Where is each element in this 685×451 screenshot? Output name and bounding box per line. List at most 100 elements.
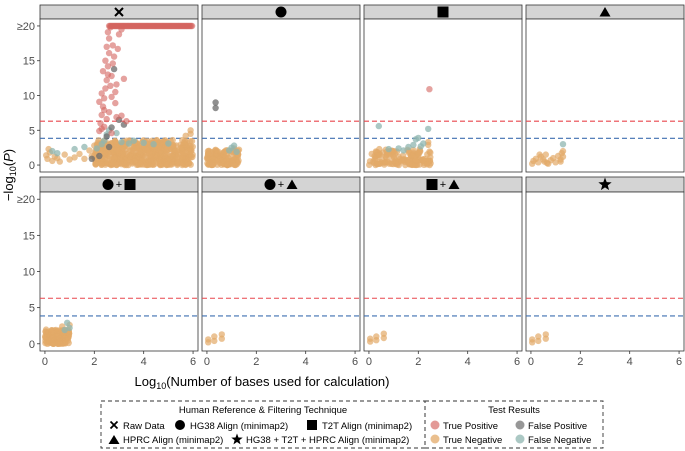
true-negative-point: [116, 156, 124, 163]
false-positive-point: [96, 152, 103, 160]
true-negative-point: [410, 146, 417, 154]
true-positive-point: [104, 71, 112, 78]
true-negative-point: [226, 158, 233, 165]
x-tick-label: 2: [577, 356, 583, 368]
true-positive-point: [114, 45, 122, 53]
true-positive-point: [102, 57, 109, 64]
true-negative-point: [383, 158, 391, 165]
true-positive-point: [118, 26, 125, 33]
legend-item-false-positive: False Positive: [515, 420, 587, 432]
false-negative-point: [233, 148, 240, 155]
true-negative-point: [419, 156, 427, 163]
true-negative-point: [182, 132, 189, 139]
legend-techniques-box: [100, 400, 426, 449]
x-tick-label: 4: [465, 356, 471, 368]
legend-techniques-title: Human Reference & Filtering Technique: [179, 405, 347, 416]
panel-plot-area: [201, 191, 361, 352]
true-positive-point: [426, 86, 433, 93]
true-negative-point: [49, 334, 56, 342]
false-negative-point: [150, 141, 157, 148]
y-tick-label: 5: [29, 303, 35, 315]
true-negative-point: [424, 161, 431, 168]
true-negative-point: [172, 148, 179, 155]
legend-item-t2t: T2T Align (minimap2): [307, 420, 412, 432]
panel-t2t_hprc: +0 2 4 6: [363, 176, 523, 368]
points-layer: [529, 331, 549, 346]
x-tick-label: 0: [42, 356, 48, 368]
false-positive-point: [212, 99, 219, 106]
true-negative-point: [111, 154, 118, 161]
false-negative-point: [63, 319, 71, 326]
points-layer: [203, 99, 243, 169]
legend-label: False Positive: [528, 421, 587, 432]
panel-plot-area: [525, 18, 685, 173]
true-negative-point: [123, 150, 130, 158]
true-negative-point: [426, 148, 433, 155]
false-negative-point: [395, 145, 402, 152]
true-positive-point: [103, 115, 110, 123]
legend-label: True Negative: [443, 435, 502, 446]
false-negative-point: [66, 324, 73, 332]
true-negative-point: [376, 145, 383, 153]
false-negative-point: [113, 129, 120, 137]
true-negative-point: [559, 153, 567, 160]
true-negative-point: [535, 337, 542, 345]
false-negative-point: [385, 145, 392, 153]
true-negative-point: [380, 330, 387, 337]
true-negative-point: [213, 147, 220, 154]
y-tick-label: 15: [23, 56, 35, 68]
legend-label: HG38 + T2T + HPRC Align (minimap2): [246, 435, 409, 446]
x-tick-label: 2: [91, 356, 97, 368]
true-negative-point: [102, 150, 109, 157]
true-positive-point: [98, 111, 105, 119]
true-positive-point: [103, 77, 110, 84]
true-positive-point: [105, 109, 113, 116]
false-negative-swatch: [515, 434, 525, 444]
points-layer: [43, 22, 196, 169]
true-negative-point: [373, 333, 380, 340]
y-tick-label: 15: [23, 230, 35, 242]
true-positive-point: [107, 24, 114, 31]
x-tick-label: 2: [253, 356, 259, 368]
y-tick-label: ≥20: [17, 21, 35, 33]
true-negative-point: [366, 161, 373, 169]
true-positive-point: [112, 99, 119, 107]
true-positive-point: [118, 112, 125, 119]
false-negative-point: [93, 145, 101, 152]
false-negative-point: [130, 137, 137, 144]
circle-icon: [264, 179, 276, 190]
x-tick-label: 0: [528, 356, 534, 368]
true-negative-point: [160, 153, 168, 160]
false-positive-point: [108, 124, 115, 131]
true-positive-point: [99, 68, 107, 75]
legend-item-raw-data: Raw Data: [109, 420, 165, 432]
true-negative-point: [373, 160, 381, 167]
false-positive-swatch: [515, 420, 525, 430]
x-stroke: [114, 7, 124, 17]
x-mark-icon: [114, 7, 124, 17]
true-negative-point: [62, 340, 69, 347]
true-negative-point: [542, 151, 549, 158]
true-negative-point: [545, 160, 552, 167]
legend: Human Reference & Filtering Technique Te…: [100, 400, 604, 449]
true-negative-point: [186, 142, 193, 150]
legend-item-hprc: HPRC Align (minimap2): [108, 435, 223, 446]
false-positive-point: [103, 133, 110, 140]
true-negative-point: [65, 330, 73, 337]
legend-label: Raw Data: [123, 421, 165, 432]
plus-sign: +: [278, 179, 284, 191]
true-negative-point: [147, 158, 154, 165]
true-negative-point: [168, 152, 176, 160]
y-axis-title: −log10(P): [1, 149, 18, 201]
panel-plot-area: [201, 18, 361, 173]
true-negative-point: [110, 147, 117, 155]
true-positive-point: [104, 63, 112, 70]
true-positive-point: [113, 113, 120, 121]
circle-icon: [275, 6, 287, 18]
true-negative-point: [211, 333, 218, 340]
true-negative-point: [367, 335, 374, 342]
legend-item-all: HG38 + T2T + HPRC Align (minimap2): [231, 433, 409, 446]
circle-icon: [102, 179, 114, 190]
false-negative-point: [230, 142, 238, 149]
